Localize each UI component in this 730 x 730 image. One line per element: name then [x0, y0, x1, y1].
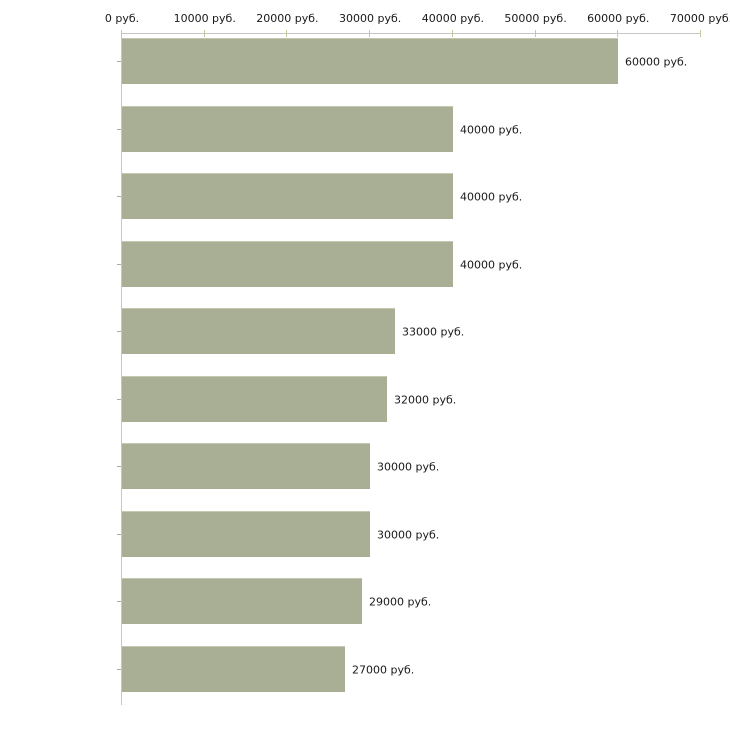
- value-label: 40000 руб.: [460, 258, 523, 271]
- value-label: 40000 руб.: [460, 123, 523, 136]
- value-label: 32000 руб.: [394, 393, 457, 406]
- value-label: 27000 руб.: [352, 663, 415, 676]
- x-axis-tick-mark: [286, 30, 288, 37]
- x-axis-tick-label: 20000 руб.: [256, 12, 319, 25]
- y-axis-tick-mark: [117, 196, 121, 197]
- x-axis-tick-mark: [451, 30, 453, 37]
- y-axis-line: [121, 33, 122, 705]
- x-axis-tick-label: 40000 руб.: [421, 12, 484, 25]
- bar: [122, 38, 618, 84]
- y-axis-tick-mark: [117, 601, 121, 602]
- x-axis-tick-mark: [121, 30, 122, 37]
- y-axis-tick-mark: [117, 129, 121, 130]
- bar: [122, 443, 370, 489]
- y-axis-tick-mark: [117, 466, 121, 467]
- value-label: 40000 руб.: [460, 190, 523, 204]
- bar: [122, 173, 453, 219]
- bar: [122, 308, 395, 354]
- value-label: 33000 руб.: [402, 325, 465, 339]
- x-axis-tick-mark: [617, 30, 619, 37]
- x-axis-tick-label: 0 руб.: [104, 12, 140, 25]
- x-axis-tick-label: 60000 руб.: [587, 12, 650, 25]
- x-axis-line: [121, 33, 701, 34]
- x-axis-tick-mark: [369, 30, 371, 37]
- x-axis-tick-mark: [534, 30, 536, 37]
- y-axis-tick-mark: [117, 534, 121, 535]
- y-axis-tick-mark: [117, 331, 121, 332]
- y-axis-tick-mark: [117, 61, 121, 62]
- x-axis-tick-label: 10000 руб.: [173, 12, 236, 25]
- x-axis-tick-mark: [700, 30, 701, 37]
- y-axis-tick-mark: [117, 669, 121, 670]
- x-axis-tick-label: 70000 руб.: [669, 12, 730, 25]
- bar: [122, 510, 370, 557]
- bar: [122, 105, 453, 152]
- x-axis-tick-label: 50000 руб.: [504, 12, 567, 25]
- bar: [122, 578, 362, 624]
- value-label: 30000 руб.: [377, 460, 440, 474]
- bar: [122, 645, 345, 692]
- x-axis-tick-label: 30000 руб.: [339, 12, 402, 25]
- y-axis-tick-mark: [117, 399, 121, 400]
- bar: [122, 375, 387, 422]
- value-label: 30000 руб.: [377, 528, 440, 541]
- value-label: 60000 руб.: [625, 55, 688, 69]
- bar: [122, 240, 453, 287]
- y-axis-tick-mark: [117, 264, 121, 265]
- x-axis-tick-mark: [203, 30, 205, 37]
- value-label: 29000 руб.: [369, 595, 432, 609]
